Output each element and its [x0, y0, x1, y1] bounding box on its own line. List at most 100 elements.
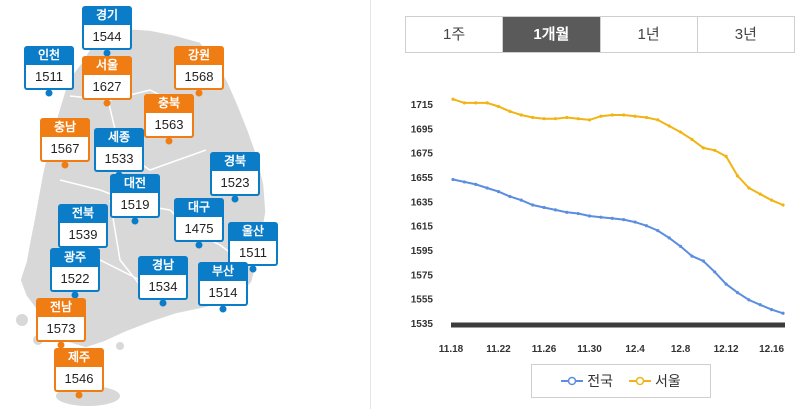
- region-name: 서울: [82, 56, 132, 75]
- region-dot-gyeongbuk: [231, 195, 239, 203]
- data-point-national: [724, 282, 728, 286]
- legend-item-national: 전국: [561, 371, 613, 391]
- legend-national-label: 전국: [587, 373, 613, 389]
- region-dot-gyeongnam: [159, 299, 167, 307]
- region-dot-chungbuk: [165, 137, 173, 145]
- data-point-seoul: [451, 97, 455, 101]
- tab-3year[interactable]: 3년: [697, 17, 794, 52]
- x-tick-label: 12.8: [671, 344, 691, 355]
- region-box-busan[interactable]: 부산 1514: [198, 262, 248, 308]
- region-box-gangwon[interactable]: 강원 1568: [174, 46, 224, 92]
- legend-national-line-icon: [561, 376, 584, 386]
- data-point-national: [713, 270, 717, 274]
- region-box-chungnam[interactable]: 충남 1567: [40, 118, 90, 164]
- map-panel: 경기 1544 인천 1511 서울 1627 강원 1568 충북 1563 충남 1567 세종 15…: [0, 0, 370, 409]
- data-point-seoul: [542, 117, 546, 121]
- data-point-national: [633, 220, 637, 224]
- region-name: 광주: [50, 248, 100, 267]
- data-point-national: [542, 205, 546, 210]
- region-dot-seoul: [103, 99, 111, 107]
- data-point-seoul: [531, 115, 535, 120]
- region-dot-ulsan: [249, 265, 257, 273]
- data-point-seoul: [758, 192, 762, 196]
- region-name: 전북: [58, 204, 108, 223]
- region-box-gyeongnam[interactable]: 경남 1534: [138, 256, 188, 302]
- series-line-national: [452, 178, 784, 315]
- region-name: 충북: [144, 94, 194, 113]
- series-line-seoul: [452, 98, 784, 206]
- period-tabs: 1주 1개월 1년 3년: [405, 16, 795, 53]
- region-name: 세종: [94, 128, 144, 147]
- data-point-seoul: [644, 115, 649, 120]
- region-price: 1511: [24, 65, 74, 90]
- region-box-daejeon[interactable]: 대전 1519: [110, 174, 160, 220]
- data-point-national: [667, 236, 671, 240]
- data-point-national: [485, 186, 489, 190]
- region-name: 대구: [174, 198, 224, 217]
- chart-legend: 전국 서울: [531, 364, 711, 398]
- region-box-gyeonggi[interactable]: 경기 1544: [82, 6, 132, 52]
- region-box-chungbuk[interactable]: 충북 1563: [144, 94, 194, 140]
- region-dot-chungnam: [61, 161, 69, 169]
- x-tick-label: 12.4: [625, 344, 645, 355]
- region-price: 1563: [144, 113, 194, 138]
- region-name: 울산: [228, 222, 278, 241]
- region-price: 1519: [110, 193, 160, 218]
- data-point-seoul: [713, 148, 717, 152]
- data-point-national: [508, 194, 512, 199]
- data-point-national: [576, 211, 580, 216]
- region-box-gyeongbuk[interactable]: 경북 1523: [210, 152, 260, 198]
- region-box-gwangju[interactable]: 광주 1522: [50, 248, 100, 294]
- price-line-chart: 1535 1555 1575 1595 1615 1635 1655 1675 1695 1715…: [411, 97, 785, 355]
- y-tick-label: 1715: [411, 100, 434, 111]
- region-box-jeonnam[interactable]: 전남 1573: [36, 298, 86, 344]
- data-point-seoul: [622, 113, 626, 117]
- region-box-ulsan[interactable]: 울산 1511: [228, 222, 278, 268]
- panel-divider: [370, 0, 371, 409]
- chart-panel: 1주 1개월 1년 3년 1535 1555 1575 1595 1615 1635 165…: [371, 0, 800, 409]
- region-dot-busan: [219, 305, 227, 313]
- data-point-national: [735, 290, 740, 295]
- legend-seoul-line-icon: [629, 376, 651, 386]
- region-name: 충남: [40, 118, 90, 137]
- region-dot-jeju: [75, 391, 83, 399]
- data-point-national: [587, 214, 592, 218]
- data-point-national: [656, 228, 660, 233]
- x-tick-label: 11.18: [439, 344, 464, 355]
- data-point-national: [451, 177, 455, 182]
- region-box-jeonbuk[interactable]: 전북 1539: [58, 204, 108, 250]
- x-tick-label: 12.12: [714, 344, 739, 355]
- data-point-seoul: [599, 114, 603, 118]
- data-point-seoul: [747, 186, 751, 190]
- region-box-jeju[interactable]: 제주 1546: [54, 348, 104, 394]
- y-tick-label: 1655: [411, 173, 434, 184]
- data-point-national: [678, 244, 683, 248]
- region-price: 1568: [174, 65, 224, 90]
- y-tick-label: 1695: [411, 124, 434, 135]
- region-name: 전남: [36, 298, 86, 317]
- data-point-seoul: [610, 113, 614, 117]
- data-point-national: [701, 259, 705, 263]
- data-point-seoul: [587, 118, 592, 122]
- region-price: 1514: [198, 281, 248, 306]
- region-box-daegu[interactable]: 대구 1475: [174, 198, 224, 244]
- data-point-national: [599, 215, 603, 219]
- region-box-incheon[interactable]: 인천 1511: [24, 46, 74, 92]
- data-point-seoul: [724, 154, 728, 158]
- tab-1month[interactable]: 1개월: [503, 17, 601, 52]
- data-point-national: [474, 182, 478, 186]
- data-point-national: [770, 308, 774, 312]
- region-box-sejong[interactable]: 세종 1533: [94, 128, 144, 174]
- data-point-national: [565, 210, 569, 214]
- tab-1week[interactable]: 1주: [406, 17, 504, 52]
- legend-item-seoul: 서울: [629, 371, 681, 391]
- data-point-national: [622, 218, 626, 222]
- data-point-seoul: [701, 146, 705, 150]
- region-box-seoul[interactable]: 서울 1627: [82, 56, 132, 102]
- data-point-national: [519, 198, 523, 202]
- data-point-seoul: [576, 117, 580, 121]
- data-point-national: [758, 303, 762, 307]
- data-point-national: [531, 203, 535, 207]
- data-point-seoul: [565, 115, 569, 120]
- tab-1year[interactable]: 1년: [600, 17, 698, 52]
